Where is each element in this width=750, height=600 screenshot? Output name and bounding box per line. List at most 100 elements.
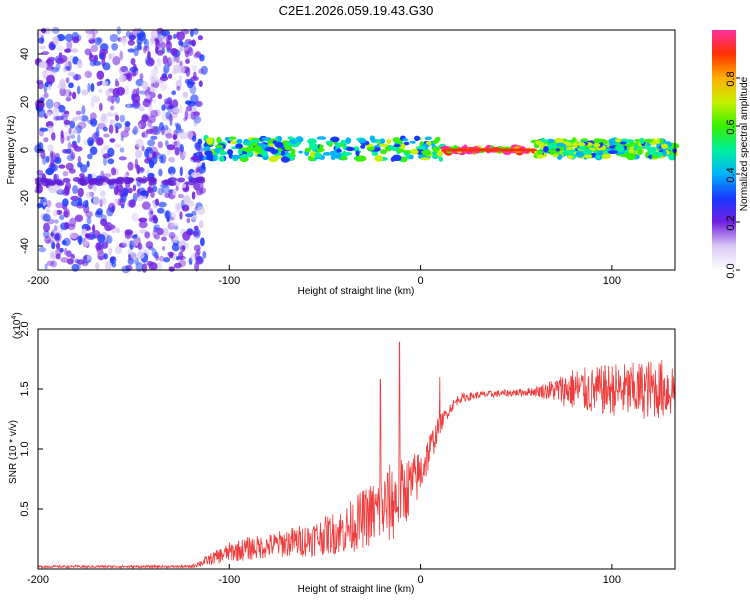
heat-cell (94, 54, 98, 63)
heat-cell (121, 265, 130, 274)
heat-cell (55, 57, 65, 65)
heat-cell (122, 38, 127, 47)
heat-cell (195, 100, 204, 108)
heat-cell (65, 97, 72, 102)
heat-cell (197, 255, 203, 263)
heat-cell (70, 199, 80, 207)
heat-cell (118, 74, 127, 83)
heat-cell (308, 141, 313, 146)
heat-cell (169, 156, 176, 164)
heat-cell (424, 136, 432, 141)
heat-cell (114, 245, 123, 254)
heat-cell (171, 243, 180, 252)
heat-cell (49, 43, 56, 50)
heat-cell (329, 150, 335, 157)
heat-cell (162, 246, 166, 251)
heat-cell (150, 210, 154, 215)
heat-cell (619, 141, 627, 145)
heat-cell (47, 144, 54, 152)
heat-cell (180, 199, 185, 209)
heat-cell (156, 58, 162, 67)
y-tick-label: 20 (19, 96, 31, 108)
heat-cell (45, 168, 54, 176)
heat-cell (35, 184, 43, 194)
heat-cell (420, 157, 430, 161)
colorbar-tick-label: 0.2 (725, 215, 737, 230)
heat-cell (172, 98, 179, 109)
heat-cell (408, 154, 414, 160)
heat-cell (162, 55, 168, 65)
heat-cell (193, 244, 201, 252)
heat-cell (163, 124, 169, 131)
heat-cell (274, 141, 284, 148)
heat-cell (179, 128, 184, 133)
heat-cell (166, 144, 176, 151)
heat-cell (80, 164, 88, 173)
heat-cell (121, 239, 131, 247)
heat-cell (253, 145, 262, 153)
heat-cell (80, 115, 89, 122)
heat-cell (84, 240, 89, 247)
heat-cell (191, 39, 196, 47)
heat-cell (175, 125, 182, 134)
heat-cell (49, 150, 54, 160)
heat-cell (90, 83, 95, 92)
snr-y-scale: (x104) (11, 312, 23, 339)
spectrogram-marks (34, 26, 680, 274)
heat-cell (64, 48, 71, 53)
heat-cell (174, 122, 179, 127)
heat-cell (165, 41, 173, 51)
heat-cell (75, 115, 83, 121)
heat-cell (60, 257, 69, 263)
heat-cell (190, 156, 199, 161)
heat-cell (567, 149, 577, 153)
heat-cell (290, 153, 296, 157)
heat-cell (166, 57, 173, 67)
heat-cell (134, 149, 143, 159)
heat-cell (668, 153, 676, 161)
heat-cell (333, 152, 342, 159)
heat-cell (140, 190, 149, 197)
heat-cell (171, 90, 176, 96)
heat-cell (540, 139, 549, 143)
heat-cell (186, 78, 194, 89)
heat-cell (88, 180, 97, 186)
heat-cell (166, 150, 172, 155)
heat-cell (138, 106, 145, 112)
heat-cell (43, 222, 50, 233)
heat-cell (163, 257, 171, 263)
heat-cell (114, 199, 119, 205)
heat-cell (82, 200, 89, 208)
heat-cell (243, 138, 249, 144)
heat-cell (108, 124, 114, 134)
heat-cell (185, 66, 191, 77)
heat-cell (53, 36, 59, 46)
heat-cell (230, 140, 239, 145)
heat-cell (54, 233, 60, 242)
heat-cell (401, 156, 408, 163)
heat-cell (127, 48, 135, 53)
heat-cell (132, 63, 137, 72)
heat-cell (156, 227, 164, 236)
heat-cell (116, 86, 125, 96)
heat-cell (593, 138, 603, 144)
heat-cell (190, 76, 199, 82)
heat-cell (187, 200, 195, 207)
heat-cell (295, 136, 304, 143)
heat-cell (166, 216, 170, 223)
heat-cell (637, 148, 643, 155)
y-tick-label: 1.0 (19, 441, 31, 456)
heat-cell (147, 50, 151, 60)
heat-cell (95, 262, 100, 270)
heat-cell (55, 225, 61, 236)
heat-cell (43, 92, 49, 98)
heat-cell (135, 138, 144, 148)
heat-cell (148, 246, 154, 251)
heat-cell (76, 59, 83, 69)
heat-cell (90, 44, 99, 53)
heat-cell (645, 146, 652, 150)
heat-cell (96, 137, 104, 146)
heat-cell (92, 119, 98, 126)
heat-cell (184, 50, 189, 58)
heat-cell (114, 143, 122, 148)
